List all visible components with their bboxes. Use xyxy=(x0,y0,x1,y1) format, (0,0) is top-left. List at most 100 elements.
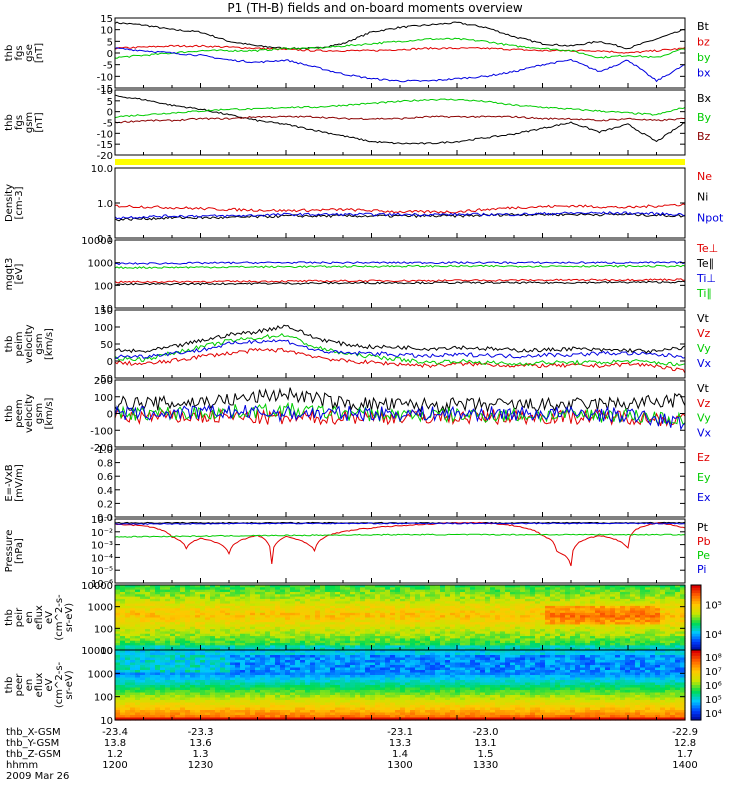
y-tick-label: 10.0 xyxy=(91,164,113,175)
y-tick-label: 0.6 xyxy=(97,472,113,483)
y-tick-label: 100 xyxy=(94,624,113,635)
y-tick-label: 10⁻¹ xyxy=(91,515,113,526)
series-line-Vz xyxy=(115,410,685,426)
legend-Te⊥: Te⊥ xyxy=(696,242,718,255)
legend-Vy: Vy xyxy=(697,412,711,425)
y-tick-label: 150 xyxy=(94,306,113,317)
y-tick-label: 0 xyxy=(107,410,113,421)
y-tick-label: 15 xyxy=(100,14,113,25)
y-axis-label: [eV] xyxy=(14,264,25,285)
y-tick-label: 0 xyxy=(107,357,113,368)
panel-9: 10⁻¹10⁻²10⁻³10⁻⁴10⁻⁵10⁻⁶Pressure[nPa]PtP… xyxy=(4,515,711,590)
legend-Vy: Vy xyxy=(697,342,711,355)
legend-bx: bx xyxy=(697,67,711,80)
series-line-by xyxy=(115,38,685,58)
series-line-Bz xyxy=(115,116,685,123)
y-tick-label: 0 xyxy=(107,108,113,119)
panel-3 xyxy=(115,159,685,165)
y-tick-label: 200 xyxy=(94,376,113,387)
y-tick-label: 10⁻² xyxy=(91,528,113,539)
y-tick-label: 1.0 xyxy=(97,445,113,456)
y-axis-label: [km/s] xyxy=(44,397,55,429)
legend-By: By xyxy=(697,111,712,124)
colorbar-tick-label: 10⁵ xyxy=(705,601,722,612)
series-line-Bx xyxy=(115,95,685,144)
y-tick-label: 1000 xyxy=(88,603,113,614)
panel-frame xyxy=(115,519,685,583)
y-tick-label: 10 xyxy=(100,26,113,37)
y-tick-label: 0.2 xyxy=(97,499,113,510)
y-tick-label: 0.8 xyxy=(97,459,113,470)
y-axis-label: sr-eV) xyxy=(64,603,75,632)
y-tick-label: -5 xyxy=(103,119,113,130)
yellow-status-bar xyxy=(115,159,685,165)
y-tick-label: 5 xyxy=(107,97,113,108)
legend-Vx: Vx xyxy=(697,357,712,370)
legend-Ez: Ez xyxy=(697,451,710,464)
page-title: P1 (TH-B) fields and on-board moments ov… xyxy=(227,1,523,15)
legend-Bx: Bx xyxy=(697,92,712,105)
y-tick-label: 100 xyxy=(94,323,113,334)
y-tick-label: 10⁻⁴ xyxy=(91,553,113,564)
y-tick-label: 100 xyxy=(94,393,113,404)
legend-Pi: Pi xyxy=(697,563,706,576)
series-line-bz xyxy=(115,45,685,53)
legend-Ne: Ne xyxy=(697,170,712,183)
y-tick-label: 50 xyxy=(100,340,113,351)
legend-bz: bz xyxy=(697,36,710,49)
legend-Ey: Ey xyxy=(697,471,711,484)
y-axis-label: [nT] xyxy=(34,112,45,132)
legend-Ni: Ni xyxy=(697,191,708,204)
series-line-Ti∥ xyxy=(115,265,685,268)
panel-frame xyxy=(115,90,685,155)
series-line-Bt xyxy=(115,22,685,49)
y-tick-label: -100 xyxy=(90,426,113,437)
y-tick-label: 1000 xyxy=(88,259,113,270)
y-tick-label: 10⁻³ xyxy=(91,541,113,552)
legend-Vx: Vx xyxy=(697,426,712,439)
y-axis-label: [cm-3] xyxy=(14,186,25,219)
legend-Vz: Vz xyxy=(697,327,711,340)
y-axis-label: [nT] xyxy=(34,43,45,63)
panel-frame xyxy=(115,449,685,517)
y-tick-label: 1.0 xyxy=(97,199,113,210)
y-tick-label: 10⁻⁵ xyxy=(91,566,113,577)
legend-Ti⊥: Ti⊥ xyxy=(696,272,716,285)
y-tick-label: -10 xyxy=(97,72,113,83)
series-line-bx xyxy=(115,48,685,82)
y-tick-label: 0 xyxy=(107,49,113,60)
legend-Vt: Vt xyxy=(697,312,710,325)
series-line-Pb xyxy=(115,522,685,566)
y-tick-label: 10000 xyxy=(81,581,113,592)
legend-Vt: Vt xyxy=(697,382,710,395)
legend-Pb: Pb xyxy=(697,535,711,548)
y-tick-label: -5 xyxy=(103,61,113,72)
y-tick-label: 10000 xyxy=(81,236,113,247)
legend-Te∥: Te∥ xyxy=(696,257,714,270)
legend-Pt: Pt xyxy=(697,521,709,534)
series-line-Ne xyxy=(115,204,685,213)
y-tick-label: 0.4 xyxy=(97,486,113,497)
y-tick-label: -15 xyxy=(97,140,113,151)
series-line-Vx xyxy=(115,405,685,429)
legend-Npot: Npot xyxy=(697,211,724,224)
y-axis-label: [mV/m] xyxy=(14,464,25,502)
legend-Vz: Vz xyxy=(697,397,711,410)
series-line-Ti⊥ xyxy=(115,262,685,265)
legend-Ti∥: Ti∥ xyxy=(696,287,712,300)
legend-Bz: Bz xyxy=(697,130,711,143)
y-tick-label: -20 xyxy=(97,151,113,162)
y-tick-label: 10 xyxy=(100,86,113,97)
colorbar-tick-label: 10⁴ xyxy=(705,630,722,641)
legend-Pe: Pe xyxy=(697,549,710,562)
series-line-Vt xyxy=(115,325,685,353)
